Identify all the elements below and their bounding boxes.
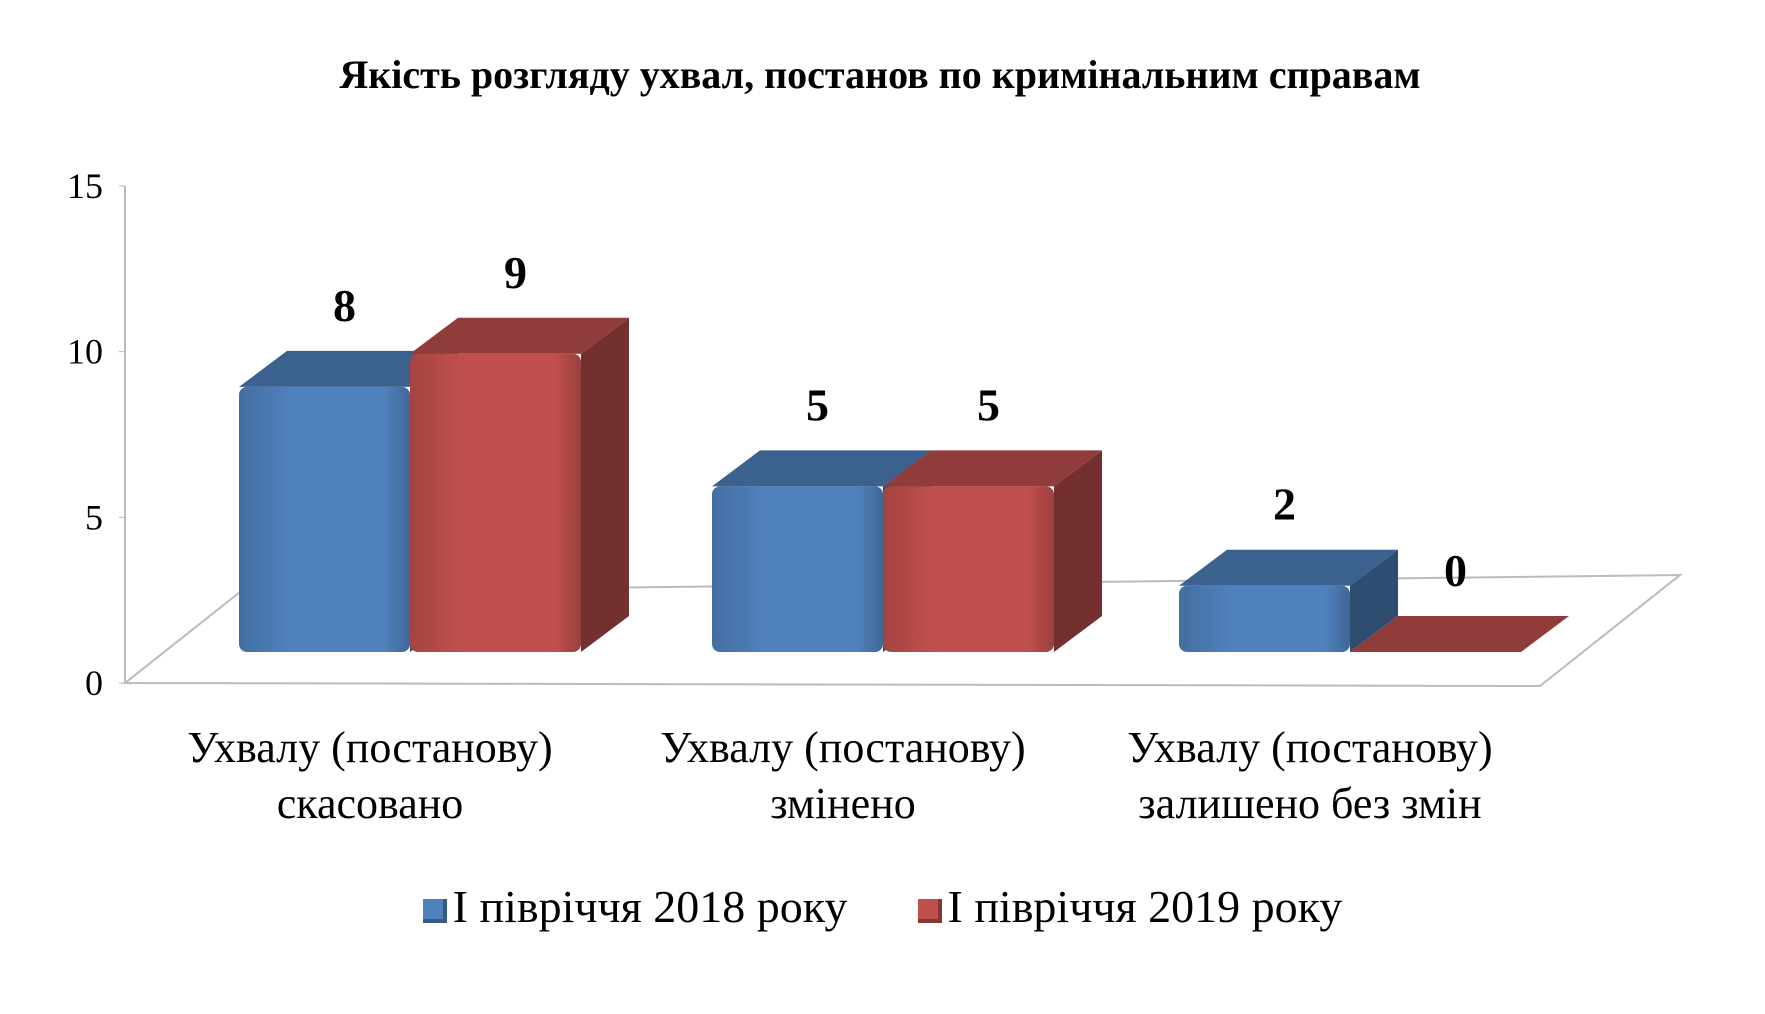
back-axis <box>124 682 132 685</box>
bar <box>883 486 1054 652</box>
bar-top <box>410 317 629 354</box>
legend-item: І півріччя 2019 року <box>917 880 1343 933</box>
value-label: 5 <box>806 379 829 430</box>
x-tick-label: Ухвалу (постанову) залишено без змін <box>1127 723 1493 828</box>
value-label: 8 <box>333 280 356 331</box>
bar <box>239 386 410 652</box>
bar <box>1179 585 1350 652</box>
legend: І півріччя 2018 року І півріччя 2019 року <box>0 880 1765 933</box>
legend-swatch <box>422 899 447 924</box>
bar-top <box>883 450 1102 487</box>
value-label: 2 <box>1273 479 1296 530</box>
bar-top <box>1350 616 1569 652</box>
value-label: 5 <box>977 379 1000 430</box>
bar-top <box>239 350 458 387</box>
bar-top <box>712 450 931 487</box>
legend-item: І півріччя 2018 року <box>422 880 848 933</box>
value-label: 0 <box>1444 545 1467 596</box>
legend-label: І півріччя 2019 року <box>947 881 1343 932</box>
bar <box>712 486 883 652</box>
value-label: 9 <box>504 247 527 298</box>
bar-top <box>1179 549 1398 586</box>
y-tick-label: 0 <box>85 663 103 703</box>
legend-swatch <box>917 899 942 924</box>
bar-side <box>1054 450 1102 652</box>
x-tick-label: Ухвалу (постанову) скасовано <box>187 723 553 828</box>
y-tick-label: 10 <box>67 332 103 372</box>
y-tick-label: 15 <box>67 166 103 206</box>
chart-title: Якість розгляду ухвал, постанов по кримі… <box>339 52 1420 97</box>
y-tick-label: 5 <box>85 497 103 537</box>
legend-label: І півріччя 2018 року <box>452 881 848 932</box>
bar-side <box>581 317 629 652</box>
bar-side <box>1350 549 1398 652</box>
bar <box>410 353 581 652</box>
x-tick-label: Ухвалу (постанову) змінено <box>660 723 1026 828</box>
